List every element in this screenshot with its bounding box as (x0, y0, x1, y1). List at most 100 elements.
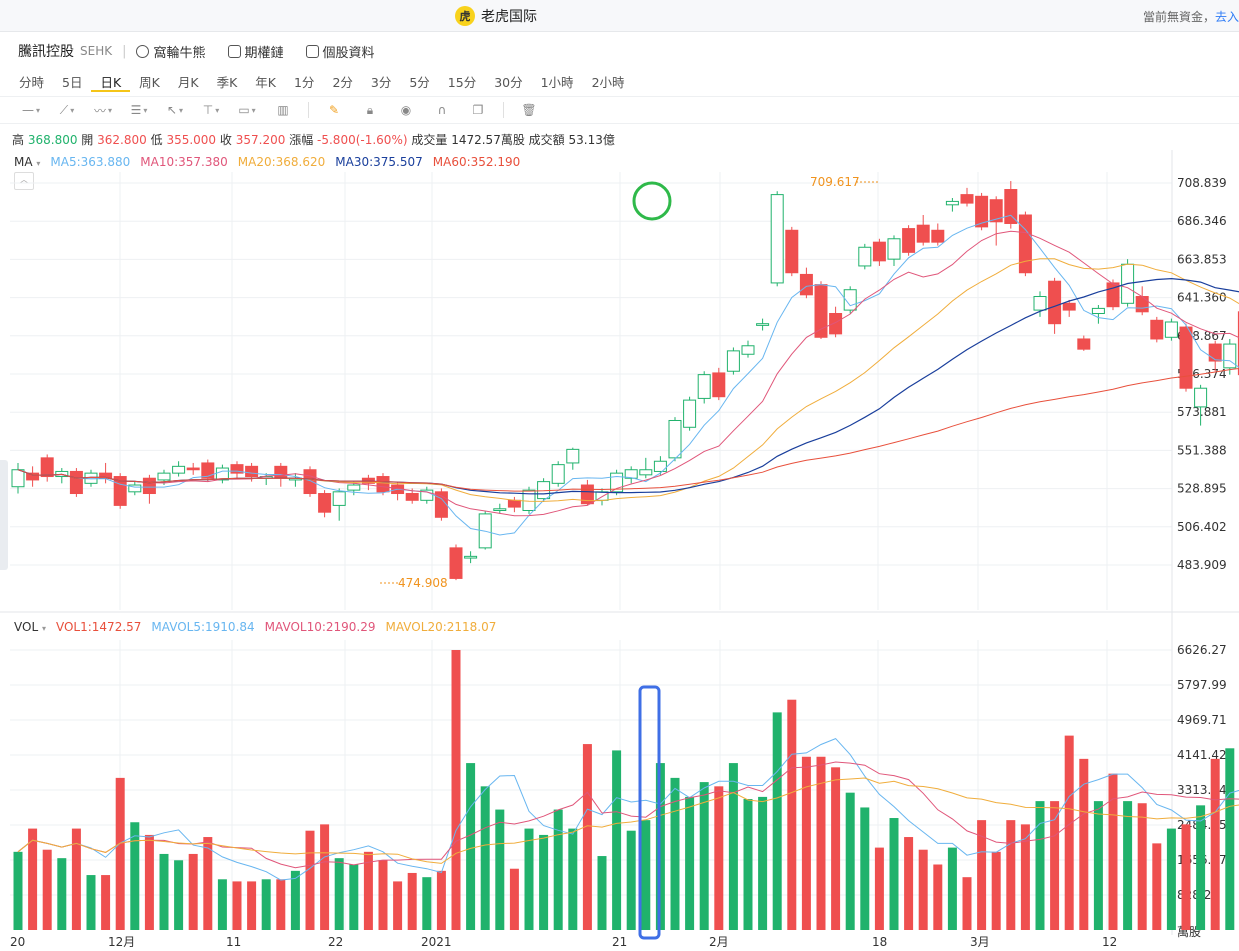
warrants-button[interactable]: 窩輪牛熊 (136, 42, 206, 61)
measure-tool-button[interactable]: ⊤ ▾ (200, 102, 222, 118)
volume-bar (874, 847, 884, 930)
line-tool-button[interactable]: — ▾ (20, 102, 42, 118)
deposit-link[interactable]: 去入 (1214, 10, 1239, 24)
copy-tool-button[interactable]: ❐ (467, 102, 489, 118)
tab-period-1[interactable]: 5日 (62, 75, 83, 90)
volume-bar (568, 828, 578, 930)
ma-indicator-label: MA (14, 155, 33, 169)
volume-bar (247, 881, 257, 930)
volume-bar (962, 877, 972, 930)
volume-bar (933, 864, 943, 930)
tab-period-9[interactable]: 3分 (370, 75, 392, 90)
fib-tool-button[interactable]: ☰ ▾ (128, 102, 150, 118)
volume-axis-label: 5797.99 (1177, 678, 1227, 692)
tab-period-11[interactable]: 15分 (447, 75, 477, 90)
volume-bar (758, 796, 768, 930)
collapse-chart-button[interactable]: ︿ (14, 172, 34, 190)
ma-indicator-selector[interactable]: MA ▾ (14, 155, 40, 169)
text-tool-button[interactable]: ▭ ▾ (236, 102, 258, 118)
bar-chart-tool-button[interactable]: ▥ (272, 102, 294, 118)
volume-bar (524, 828, 534, 930)
candle-body (405, 493, 419, 501)
candle-body (318, 493, 332, 513)
tab-period-0[interactable]: 分時 (19, 75, 45, 90)
vol-indicator-selector[interactable]: VOL ▾ (14, 620, 46, 634)
stock-header: 騰訊控股 SEHK | 窩輪牛熊 期權鏈 個股資料 (0, 40, 397, 62)
volume-bar (334, 858, 344, 930)
magnet-tool-button[interactable]: ∩ (431, 102, 453, 118)
price-axis-label: 663.853 (1177, 252, 1227, 266)
visibility-tool-button[interactable]: ◉ (395, 102, 417, 118)
candle-body (1135, 296, 1149, 313)
candle-body (186, 467, 200, 471)
bar-chart-icon: ▥ (277, 103, 289, 117)
tab-period-13[interactable]: 1小時 (540, 75, 574, 90)
mavol10-value: MAVOL10:2190.29 (264, 620, 376, 634)
candle-body (975, 195, 989, 228)
tab-period-5[interactable]: 季K (216, 75, 238, 90)
volume-bar (860, 807, 870, 930)
volume-bar (831, 767, 841, 930)
pencil-tool-button[interactable]: ✎ (323, 102, 345, 118)
volume-bar (378, 860, 388, 930)
candle-body (770, 194, 784, 284)
low-value: 355.000 (166, 133, 217, 147)
volume-bar (422, 877, 432, 930)
tab-period-3[interactable]: 周K (139, 75, 160, 90)
vol1-value: VOL1:1472.57 (55, 620, 142, 634)
brand-name: 老虎国际 (481, 9, 537, 25)
fibonacci-icon: ☰ (130, 103, 142, 117)
lock-tool-button[interactable]: 🔒︎ (359, 102, 381, 118)
arrow-tool-button[interactable]: ↖ ▾ (164, 102, 186, 118)
candle-body (376, 476, 390, 493)
volume-bar (203, 837, 213, 930)
tab-period-8[interactable]: 2分 (332, 75, 353, 90)
price-axis-label: 641.360 (1177, 291, 1227, 305)
chevron-down-icon: ▾ (108, 105, 113, 115)
candle-body (653, 460, 667, 472)
volume-bar (13, 851, 23, 930)
volume-bar (144, 834, 154, 930)
candle-body (1164, 321, 1178, 338)
change-value: -5.800(-1.60%) (317, 133, 408, 147)
tab-period-7[interactable]: 1分 (293, 75, 315, 90)
options-chain-button[interactable]: 期權鏈 (227, 42, 284, 61)
volume-bar (1006, 820, 1016, 930)
candle-body (639, 469, 653, 476)
candle-body (172, 465, 186, 474)
delete-tool-button[interactable]: 🗑︎ (518, 102, 540, 118)
volume-bar (1137, 803, 1147, 930)
mavol20-value: MAVOL20:2118.07 (385, 620, 497, 634)
volume-bar (670, 777, 680, 930)
tab-period-14[interactable]: 2小時 (591, 75, 625, 90)
warrants-icon (136, 44, 150, 58)
volume-bar (699, 782, 709, 930)
candle-body (683, 399, 697, 428)
candle-body (989, 199, 1003, 223)
wave-tool-button[interactable]: 〰 ▾ (92, 102, 114, 118)
candle-body (507, 499, 521, 508)
ma60-value: MA60:352.190 (432, 155, 521, 169)
candle-body (668, 419, 682, 459)
trend-tool-button[interactable]: ⟋ ▾ (56, 102, 78, 118)
candle-body (201, 462, 215, 479)
tab-period-10[interactable]: 5分 (409, 75, 430, 90)
candle-body (712, 372, 726, 398)
fund-notice: 當前無資金，去入 (1143, 8, 1239, 25)
volume-bar (612, 750, 622, 930)
trash-icon: 🗑︎ (521, 103, 537, 117)
stock-profile-button[interactable]: 個股資料 (305, 42, 375, 61)
volume-bar (393, 881, 403, 930)
side-panel-handle[interactable] (0, 460, 8, 570)
mavol5-line (17, 738, 1239, 881)
tiger-logo-icon: 虎 (455, 6, 475, 26)
candle-body (347, 484, 361, 491)
ma10-line (17, 230, 1239, 517)
tab-period-4[interactable]: 月K (177, 75, 199, 90)
tab-period-6[interactable]: 年K (255, 75, 276, 90)
volume-bar (495, 809, 505, 930)
tab-period-2[interactable]: 日K (91, 70, 131, 92)
volume-bar (232, 881, 242, 930)
tab-period-12[interactable]: 30分 (494, 75, 523, 90)
